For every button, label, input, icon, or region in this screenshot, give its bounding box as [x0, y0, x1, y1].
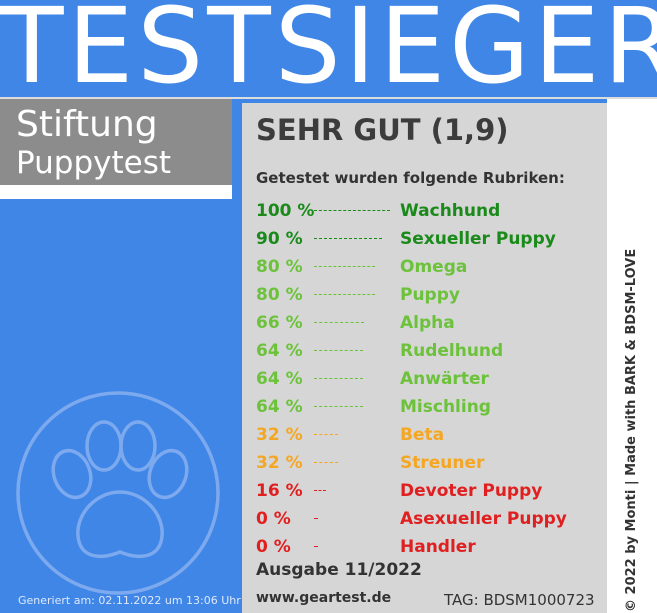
category-name: Sexueller Puppy — [400, 229, 556, 249]
category-name: Omega — [400, 257, 468, 277]
category-score-line — [314, 350, 363, 351]
result-panel: SEHR GUT (1,9) Getestet wurden folgende … — [242, 103, 607, 613]
header-title: TESTSIEGER — [0, 0, 657, 107]
category-row: 66 % Alpha — [256, 312, 596, 340]
category-row: 90 % Sexueller Puppy — [256, 228, 596, 256]
header-divider — [0, 97, 657, 99]
right-strip — [607, 99, 657, 613]
category-score-line — [314, 294, 375, 295]
category-score-line — [314, 238, 383, 239]
category-row: 16 % Devoter Puppy — [256, 480, 596, 508]
category-name: Anwärter — [400, 369, 489, 389]
category-name: Asexueller Puppy — [400, 509, 567, 529]
category-name: Mischling — [400, 397, 491, 417]
category-percent: 80 % — [256, 285, 303, 305]
category-row: 64 % Anwärter — [256, 368, 596, 396]
categories-heading: Getestet wurden folgende Rubriken: — [256, 169, 565, 187]
website-link[interactable]: www.geartest.de — [256, 590, 392, 606]
category-name: Rudelhund — [400, 341, 504, 361]
category-score-line — [314, 434, 339, 435]
category-score-line — [314, 546, 318, 547]
category-percent: 32 % — [256, 425, 303, 445]
category-percent: 66 % — [256, 313, 303, 333]
category-row: 100 % Wachhund — [256, 200, 596, 228]
generated-timestamp: Generiert am: 02.11.2022 um 13:06 Uhr — [18, 594, 241, 607]
copyright-text: © 2022 by Monti | Made with BARK & BDSM-… — [624, 248, 639, 612]
category-percent: 100 % — [256, 201, 315, 221]
category-name: Wachhund — [400, 201, 501, 221]
stiftung-badge-box: Stiftung Puppytest — [0, 99, 232, 185]
category-percent: 64 % — [256, 341, 303, 361]
stiftung-badge: Stiftung Puppytest — [0, 99, 232, 199]
category-name: Handler — [400, 537, 476, 557]
category-row: 32 % Streuner — [256, 452, 596, 480]
paw-print-icon — [16, 391, 220, 595]
category-percent: 0 % — [256, 537, 291, 557]
category-percent: 64 % — [256, 397, 303, 417]
category-score-line — [314, 266, 375, 267]
category-row: 32 % Beta — [256, 424, 596, 452]
issue-label: Ausgabe 11/2022 — [256, 560, 422, 580]
category-score-line — [314, 490, 327, 491]
category-name: Alpha — [400, 313, 455, 333]
category-row: 64 % Mischling — [256, 396, 596, 424]
category-name: Beta — [400, 425, 445, 445]
category-score-line — [314, 518, 318, 519]
category-percent: 0 % — [256, 509, 291, 529]
badge-line1: Stiftung — [16, 104, 158, 145]
category-row: 0 % Asexueller Puppy — [256, 508, 596, 536]
header: TESTSIEGER — [0, 0, 657, 106]
category-percent: 90 % — [256, 229, 303, 249]
category-row: 80 % Puppy — [256, 284, 596, 312]
category-score-line — [314, 462, 339, 463]
category-row: 0 % Handler — [256, 536, 596, 564]
category-name: Puppy — [400, 285, 460, 305]
grade-label: SEHR GUT (1,9) — [256, 113, 509, 147]
category-percent: 64 % — [256, 369, 303, 389]
category-score-line — [314, 210, 390, 211]
badge-line2: Puppytest — [16, 145, 172, 181]
tag-label: TAG: BDSM1000723 — [444, 591, 595, 609]
category-score-line — [314, 406, 363, 407]
category-percent: 16 % — [256, 481, 303, 501]
category-score-line — [314, 322, 365, 323]
category-row: 80 % Omega — [256, 256, 596, 284]
category-name: Devoter Puppy — [400, 481, 543, 501]
category-percent: 80 % — [256, 257, 303, 277]
category-name: Streuner — [400, 453, 485, 473]
category-score-line — [314, 378, 363, 379]
category-percent: 32 % — [256, 453, 303, 473]
category-row: 64 % Rudelhund — [256, 340, 596, 368]
